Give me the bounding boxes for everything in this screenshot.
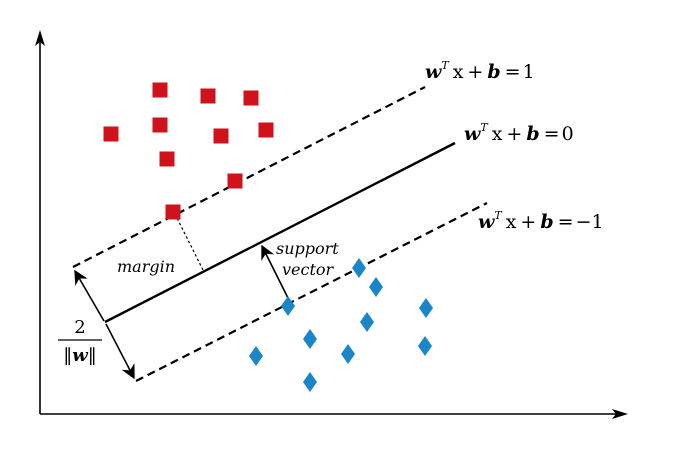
negative-point-7 (418, 336, 432, 356)
equation-upper-margin: wT x + b = 1 (425, 59, 535, 83)
positive-point-7 (258, 122, 274, 138)
positive-point-2 (200, 88, 216, 104)
support-vector-label-line2: vector (282, 260, 335, 279)
lower-margin-line (135, 202, 488, 382)
margin-dotted-connector (174, 213, 204, 271)
positive-point-3 (243, 90, 259, 106)
positive-point-1 (152, 82, 168, 98)
negative-point-3 (281, 296, 295, 316)
negative-class-points (249, 258, 433, 392)
margin-arrow-lower (105, 323, 135, 380)
negative-point-10 (303, 372, 317, 392)
positive-class-points (103, 82, 274, 220)
positive-point-8 (159, 151, 175, 167)
margin-arrow-upper (74, 269, 105, 322)
negative-point-8 (249, 346, 263, 366)
equation-lower-margin: wT x + b = −1 (478, 209, 604, 233)
margin-label: margin (117, 257, 175, 276)
x-axis-arrow-icon (612, 409, 628, 419)
decision-boundary-line (104, 141, 456, 324)
support-vector-label-line1: support (276, 239, 339, 258)
positive-point-9 (227, 173, 243, 189)
negative-point-2 (369, 277, 383, 297)
negative-point-5 (360, 312, 374, 332)
negative-point-4 (419, 298, 433, 318)
support-vector-arrow (261, 244, 291, 303)
equation-decision-boundary: wT x + b = 0 (464, 121, 574, 145)
positive-point-5 (152, 117, 168, 133)
y-axis-arrow-icon (35, 30, 45, 46)
positive-point-6 (213, 128, 229, 144)
axes (35, 30, 628, 419)
hyperplanes (72, 86, 488, 382)
negative-point-1 (352, 258, 366, 278)
margin-width-arrows (74, 269, 135, 380)
margin-width-fraction: 2 ‖w‖ (58, 317, 102, 366)
positive-point-10 (165, 204, 181, 220)
upper-margin-line (72, 86, 426, 268)
negative-point-6 (303, 329, 317, 349)
negative-point-9 (341, 344, 355, 364)
fraction-numerator: 2 (74, 317, 85, 338)
positive-point-4 (103, 126, 119, 142)
fraction-denominator: ‖w‖ (63, 345, 97, 366)
